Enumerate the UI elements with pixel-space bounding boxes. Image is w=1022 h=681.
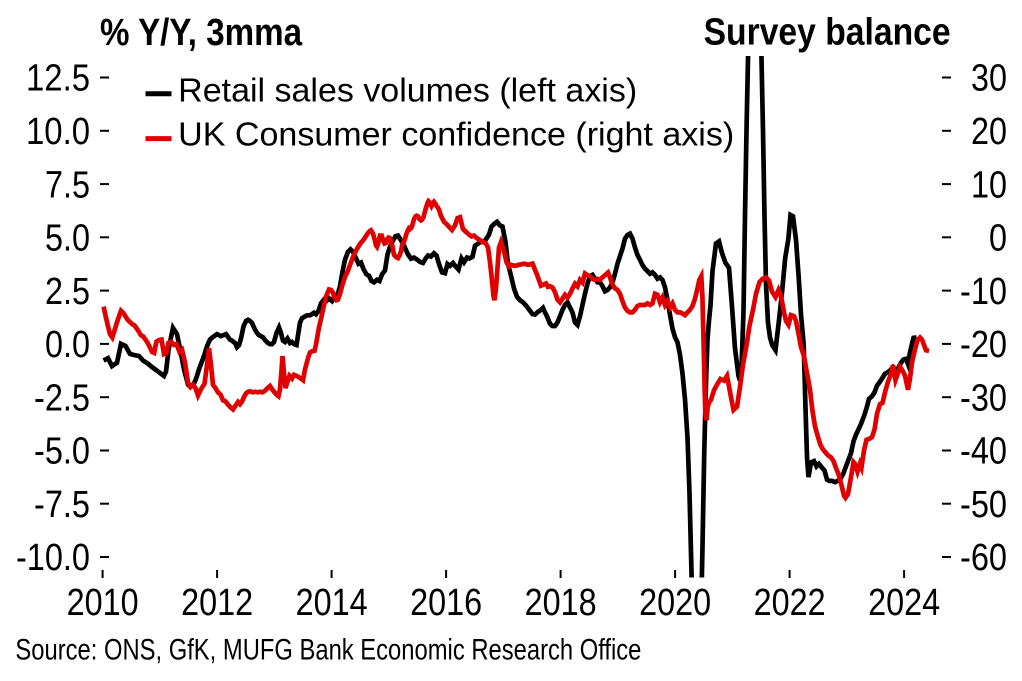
svg-text:2010: 2010 [67,582,139,624]
svg-text:-60: -60 [960,537,1007,579]
svg-text:20: 20 [971,111,1007,153]
svg-text:-7.5: -7.5 [34,484,90,526]
svg-text:% Y/Y, 3mma: % Y/Y, 3mma [100,12,303,54]
svg-text:UK Consumer confidence (right: UK Consumer confidence (right axis) [178,115,734,152]
svg-text:2020: 2020 [639,582,711,624]
svg-text:-5.0: -5.0 [34,431,90,473]
svg-text:2012: 2012 [181,582,253,624]
svg-text:-40: -40 [960,431,1007,473]
svg-text:-50: -50 [960,484,1007,526]
svg-text:2022: 2022 [754,582,826,624]
svg-text:12.5: 12.5 [26,58,90,100]
svg-text:2018: 2018 [525,582,597,624]
svg-text:2014: 2014 [296,582,368,624]
svg-text:10: 10 [971,164,1007,206]
svg-text:Source: ONS, GfK, MUFG Bank Ec: Source: ONS, GfK, MUFG Bank Economic Res… [15,633,641,666]
svg-text:10.0: 10.0 [26,111,90,153]
svg-text:30: 30 [971,58,1007,100]
svg-text:-10: -10 [960,271,1007,313]
svg-text:-10.0: -10.0 [16,537,90,579]
svg-text:2016: 2016 [410,582,482,624]
svg-text:-20: -20 [960,324,1007,366]
svg-text:-2.5: -2.5 [34,377,90,419]
svg-text:5.0: 5.0 [45,218,90,260]
svg-text:0: 0 [989,218,1007,260]
svg-text:2024: 2024 [868,582,940,624]
svg-text:-30: -30 [960,377,1007,419]
svg-text:Retail sales volumes (left axi: Retail sales volumes (left axis) [178,71,637,108]
svg-text:2.5: 2.5 [45,271,90,313]
svg-text:7.5: 7.5 [45,164,90,206]
svg-text:0.0: 0.0 [45,324,90,366]
svg-text:Survey balance: Survey balance [704,12,951,54]
